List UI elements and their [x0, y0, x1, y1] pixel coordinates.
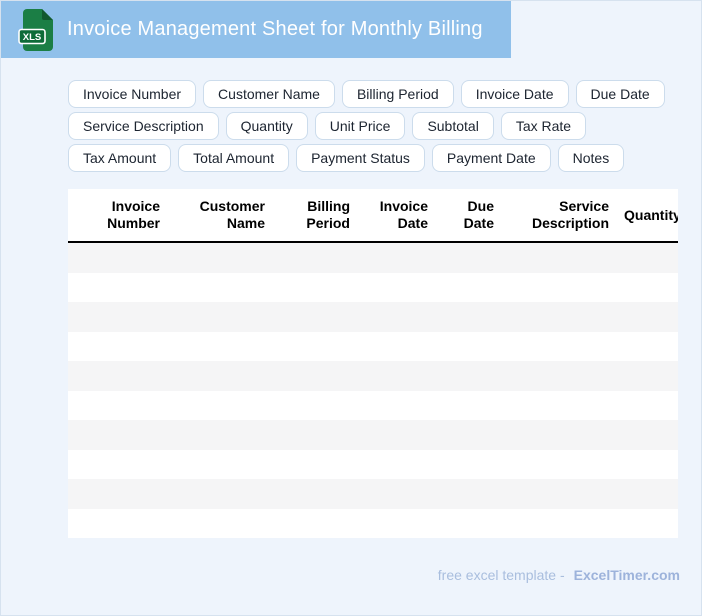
sheet-empty-row	[68, 361, 678, 391]
column-header: Due Date	[463, 198, 494, 231]
column-header: Billing Period	[306, 198, 350, 231]
field-chip[interactable]: Payment Status	[296, 144, 425, 172]
banner: XLS Invoice Management Sheet for Monthly…	[1, 1, 511, 58]
sheet-empty-row	[68, 302, 678, 332]
field-chip[interactable]: Customer Name	[203, 80, 335, 108]
column-header: Service Description	[531, 198, 609, 231]
spreadsheet-preview: Invoice Number Customer Name Billing Perio…	[68, 189, 678, 538]
page-title: Invoice Management Sheet for Monthly Bil…	[67, 18, 483, 40]
sheet-header-row: Invoice Number Customer Name Billing Perio…	[68, 189, 678, 243]
field-chip[interactable]: Notes	[557, 144, 625, 172]
footer: free excel template - ExcelTimer.com	[438, 567, 680, 583]
footer-text: free excel template -	[437, 567, 565, 583]
sheet-empty-row	[68, 243, 678, 273]
sheet-empty-row	[68, 331, 678, 361]
field-chip[interactable]: Due Date	[575, 80, 665, 108]
field-chip-list: Invoice Number Customer Name Billing Perio…	[68, 80, 676, 172]
sheet-empty-row	[68, 420, 678, 450]
column-header: Invoice Number	[107, 198, 160, 231]
field-chip[interactable]: Payment Date	[431, 144, 551, 172]
xls-icon-label: XLS	[23, 32, 41, 43]
sheet-empty-row	[68, 272, 678, 302]
field-chip[interactable]: Subtotal	[412, 112, 494, 140]
field-chip[interactable]: Tax Rate	[500, 112, 587, 140]
field-chip[interactable]: Quantity	[225, 112, 308, 140]
field-chip[interactable]: Invoice Number	[68, 80, 197, 108]
xls-file-icon: XLS	[18, 8, 53, 51]
column-header: Quantity	[624, 206, 678, 223]
column-header: Invoice Date	[379, 198, 428, 231]
field-chip[interactable]: Tax Amount	[68, 144, 172, 172]
field-chip[interactable]: Invoice Date	[460, 80, 569, 108]
field-chip[interactable]: Service Description	[68, 112, 219, 140]
field-chip[interactable]: Unit Price	[314, 112, 406, 140]
sheet-empty-row	[68, 508, 678, 538]
sheet-empty-row	[68, 449, 678, 479]
sheet-empty-row	[68, 390, 678, 420]
sheet-body	[68, 243, 678, 538]
sheet-empty-row	[68, 479, 678, 509]
field-chip[interactable]: Billing Period	[341, 80, 454, 108]
field-chip[interactable]: Total Amount	[178, 144, 290, 172]
column-header: Customer Name	[199, 198, 265, 231]
footer-brand-link[interactable]: ExcelTimer.com	[573, 567, 680, 583]
